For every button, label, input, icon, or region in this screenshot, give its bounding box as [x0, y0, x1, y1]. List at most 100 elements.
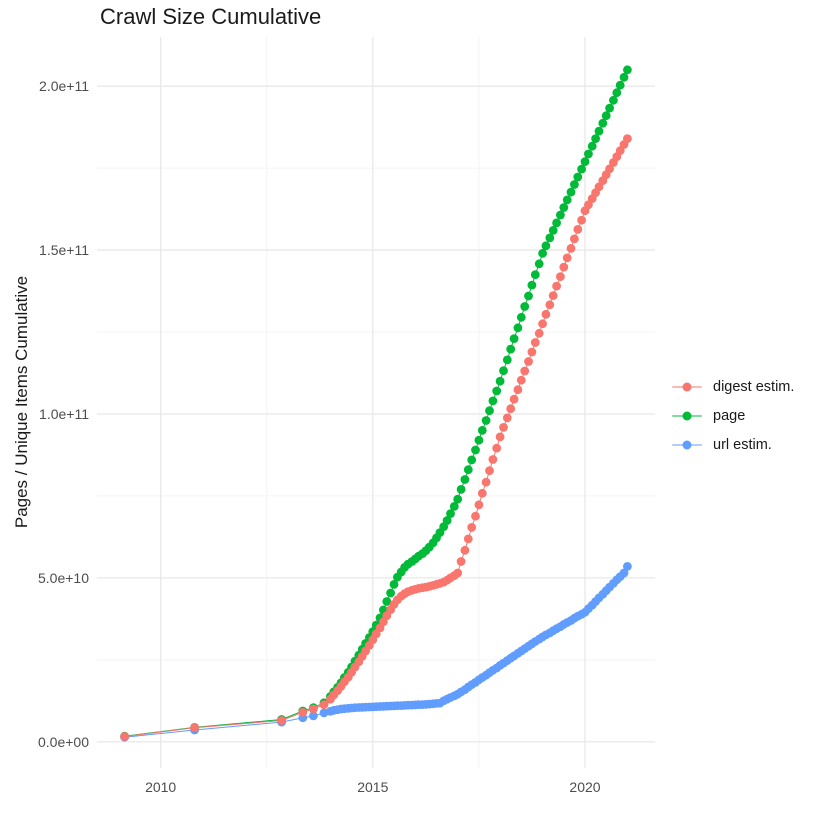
legend-key-point-icon	[672, 377, 702, 396]
data-point	[530, 338, 540, 347]
data-point	[389, 580, 399, 589]
legend-label: digest estim.	[713, 378, 795, 395]
data-point	[488, 455, 498, 464]
data-point	[524, 291, 533, 301]
data-point	[386, 588, 395, 598]
data-point	[460, 545, 470, 555]
data-point	[573, 225, 583, 234]
legend-label: url estim.	[713, 436, 772, 453]
x-tick-label: 2020	[569, 779, 600, 795]
data-point	[277, 716, 286, 725]
data-point	[456, 557, 466, 566]
data-point	[502, 355, 512, 365]
data-point	[584, 149, 593, 159]
x-tick-label: 2010	[145, 779, 176, 795]
plot-title: Crawl Size Cumulative	[100, 4, 322, 29]
data-point	[619, 568, 629, 578]
data-point	[516, 312, 526, 322]
data-point	[477, 426, 487, 435]
data-point	[499, 423, 508, 432]
data-point	[534, 259, 544, 269]
data-point	[530, 270, 540, 280]
legend-key-point-icon	[672, 406, 702, 425]
legend-item-digest-estim: digest estim.	[672, 377, 794, 396]
data-point	[463, 465, 473, 475]
data-point	[580, 157, 590, 167]
data-point	[516, 375, 526, 385]
data-point	[538, 248, 547, 258]
data-point	[467, 523, 477, 532]
data-point	[556, 210, 565, 220]
data-point	[570, 234, 579, 244]
y-tick-label: 5.0e+10	[38, 570, 89, 586]
data-point	[577, 164, 586, 174]
data-point	[309, 711, 318, 721]
y-tick-label: 2.0e+11	[39, 78, 89, 94]
y-tick-label: 1.5e+11	[39, 242, 89, 258]
data-point	[594, 126, 604, 136]
data-point	[587, 141, 597, 151]
x-tick-label: 2015	[357, 779, 388, 795]
data-point	[485, 466, 494, 476]
data-point	[474, 500, 484, 510]
data-point	[309, 704, 318, 714]
data-point	[319, 700, 329, 710]
data-point	[509, 334, 519, 343]
data-point	[552, 218, 561, 228]
data-point	[485, 406, 494, 416]
data-point	[566, 244, 576, 253]
data-point	[570, 180, 579, 189]
data-point	[524, 357, 533, 366]
data-point	[467, 455, 477, 465]
data-point	[463, 534, 473, 544]
data-point	[623, 65, 632, 75]
data-point	[548, 291, 558, 300]
data-point	[615, 80, 625, 90]
data-point	[190, 723, 200, 733]
y-tick-label: 0.0e+00	[38, 734, 89, 750]
data-point	[513, 385, 523, 395]
data-point	[577, 215, 586, 225]
grid-major	[97, 37, 655, 768]
data-point	[460, 475, 470, 484]
data-point	[477, 488, 487, 498]
data-point	[481, 416, 491, 425]
data-point	[527, 347, 537, 357]
data-point	[562, 195, 572, 205]
data-point	[456, 485, 466, 494]
data-point	[442, 516, 452, 525]
data-point	[545, 233, 555, 243]
data-point	[623, 134, 632, 144]
y-axis-title: Pages / Unique Items Cumulative	[12, 275, 31, 529]
data-point	[598, 118, 608, 128]
data-point	[492, 386, 502, 396]
series-page	[120, 65, 632, 741]
legend-item-page: page	[672, 406, 794, 425]
legend-key-point-icon	[672, 435, 702, 454]
data-point	[382, 597, 392, 606]
y-tick-label: 1.0e+11	[39, 406, 89, 422]
data-point	[559, 203, 569, 212]
data-point	[495, 376, 505, 386]
data-point	[612, 88, 622, 98]
data-point	[534, 328, 544, 338]
data-point	[471, 445, 480, 455]
data-point	[591, 134, 600, 144]
data-point	[453, 568, 463, 578]
legend-item-url-estim: url estim.	[672, 435, 794, 454]
data-point	[573, 172, 583, 182]
data-point	[449, 502, 459, 511]
data-point	[605, 103, 614, 113]
data-point	[562, 253, 572, 263]
data-point	[506, 344, 516, 354]
series-url-estim-	[120, 562, 632, 742]
series-digest-estim-	[120, 134, 632, 741]
data-point	[609, 95, 618, 105]
data-point	[502, 413, 512, 423]
data-point	[541, 241, 551, 251]
data-point	[559, 262, 569, 272]
data-point	[520, 366, 530, 376]
data-point	[495, 432, 505, 442]
